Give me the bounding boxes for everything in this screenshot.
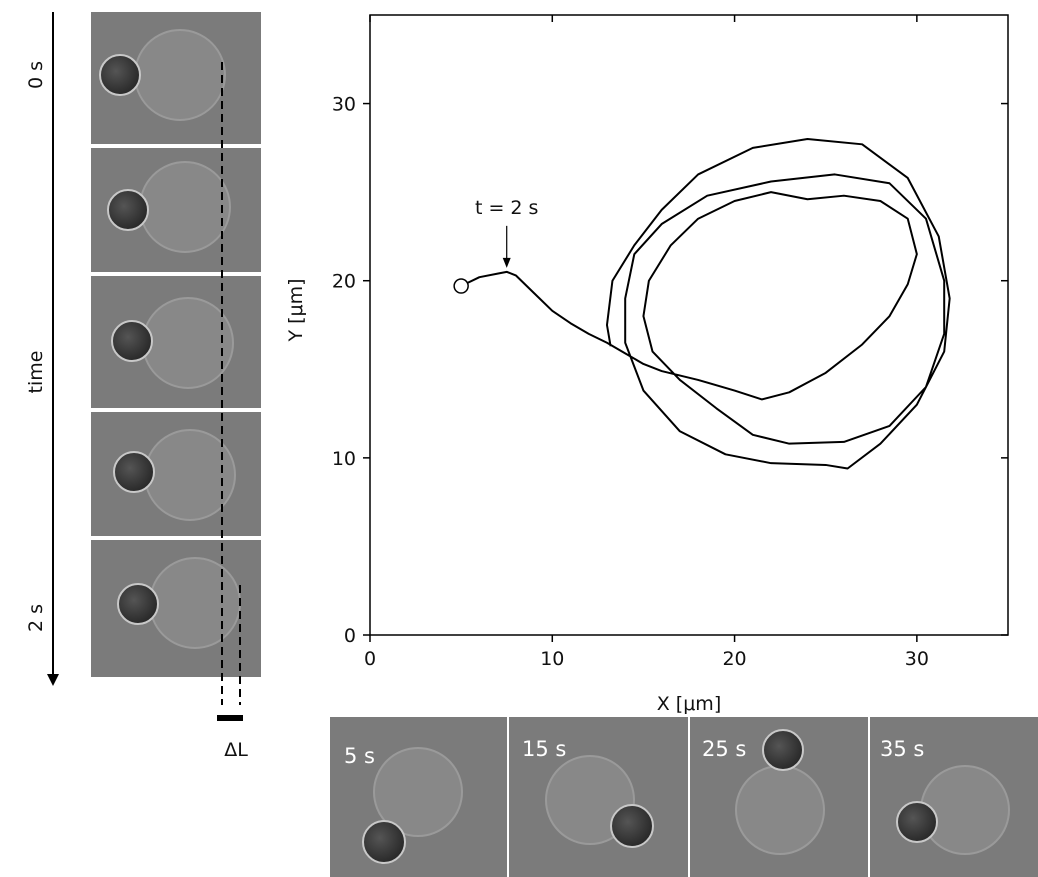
x-tick-label: 10 — [540, 648, 564, 670]
vesicles — [373, 747, 1010, 855]
annotation: t = 2 s — [475, 197, 538, 219]
cells — [362, 729, 938, 864]
frame-label: 25 s — [702, 737, 746, 761]
x-tick-label: 0 — [364, 648, 376, 670]
start-marker — [453, 278, 469, 294]
x-axis-label: X [μm] — [657, 693, 721, 715]
time-label: 2 s — [25, 604, 47, 632]
y-tick-label: 0 — [344, 625, 356, 647]
y-axis-label: Y [μm] — [285, 278, 307, 342]
bottom-frames: 5 s 15 s 25 s 35 s — [330, 717, 1038, 877]
x-tick-label: 20 — [722, 648, 746, 670]
trajectory — [460, 138, 951, 470]
delta-bar — [217, 715, 243, 721]
y-tick-label: 30 — [332, 94, 356, 116]
plot-frame — [369, 14, 1009, 636]
annotation-arrow-head — [502, 257, 511, 268]
y-tick-label: 10 — [332, 448, 356, 470]
separators — [507, 717, 870, 877]
delta-label: ΔL — [224, 739, 248, 761]
frame-label: 35 s — [880, 737, 924, 761]
frame-label: 5 s — [344, 744, 375, 768]
y-tick-label: 20 — [332, 271, 356, 293]
time-label: 0 s — [25, 61, 47, 89]
frame-label: 15 s — [522, 737, 566, 761]
time-label: time — [25, 351, 47, 394]
x-tick-label: 30 — [905, 648, 929, 670]
left-panels: ΔL 0 s time 2 s — [25, 12, 261, 761]
arrow-head — [47, 674, 59, 686]
cells — [99, 54, 159, 625]
